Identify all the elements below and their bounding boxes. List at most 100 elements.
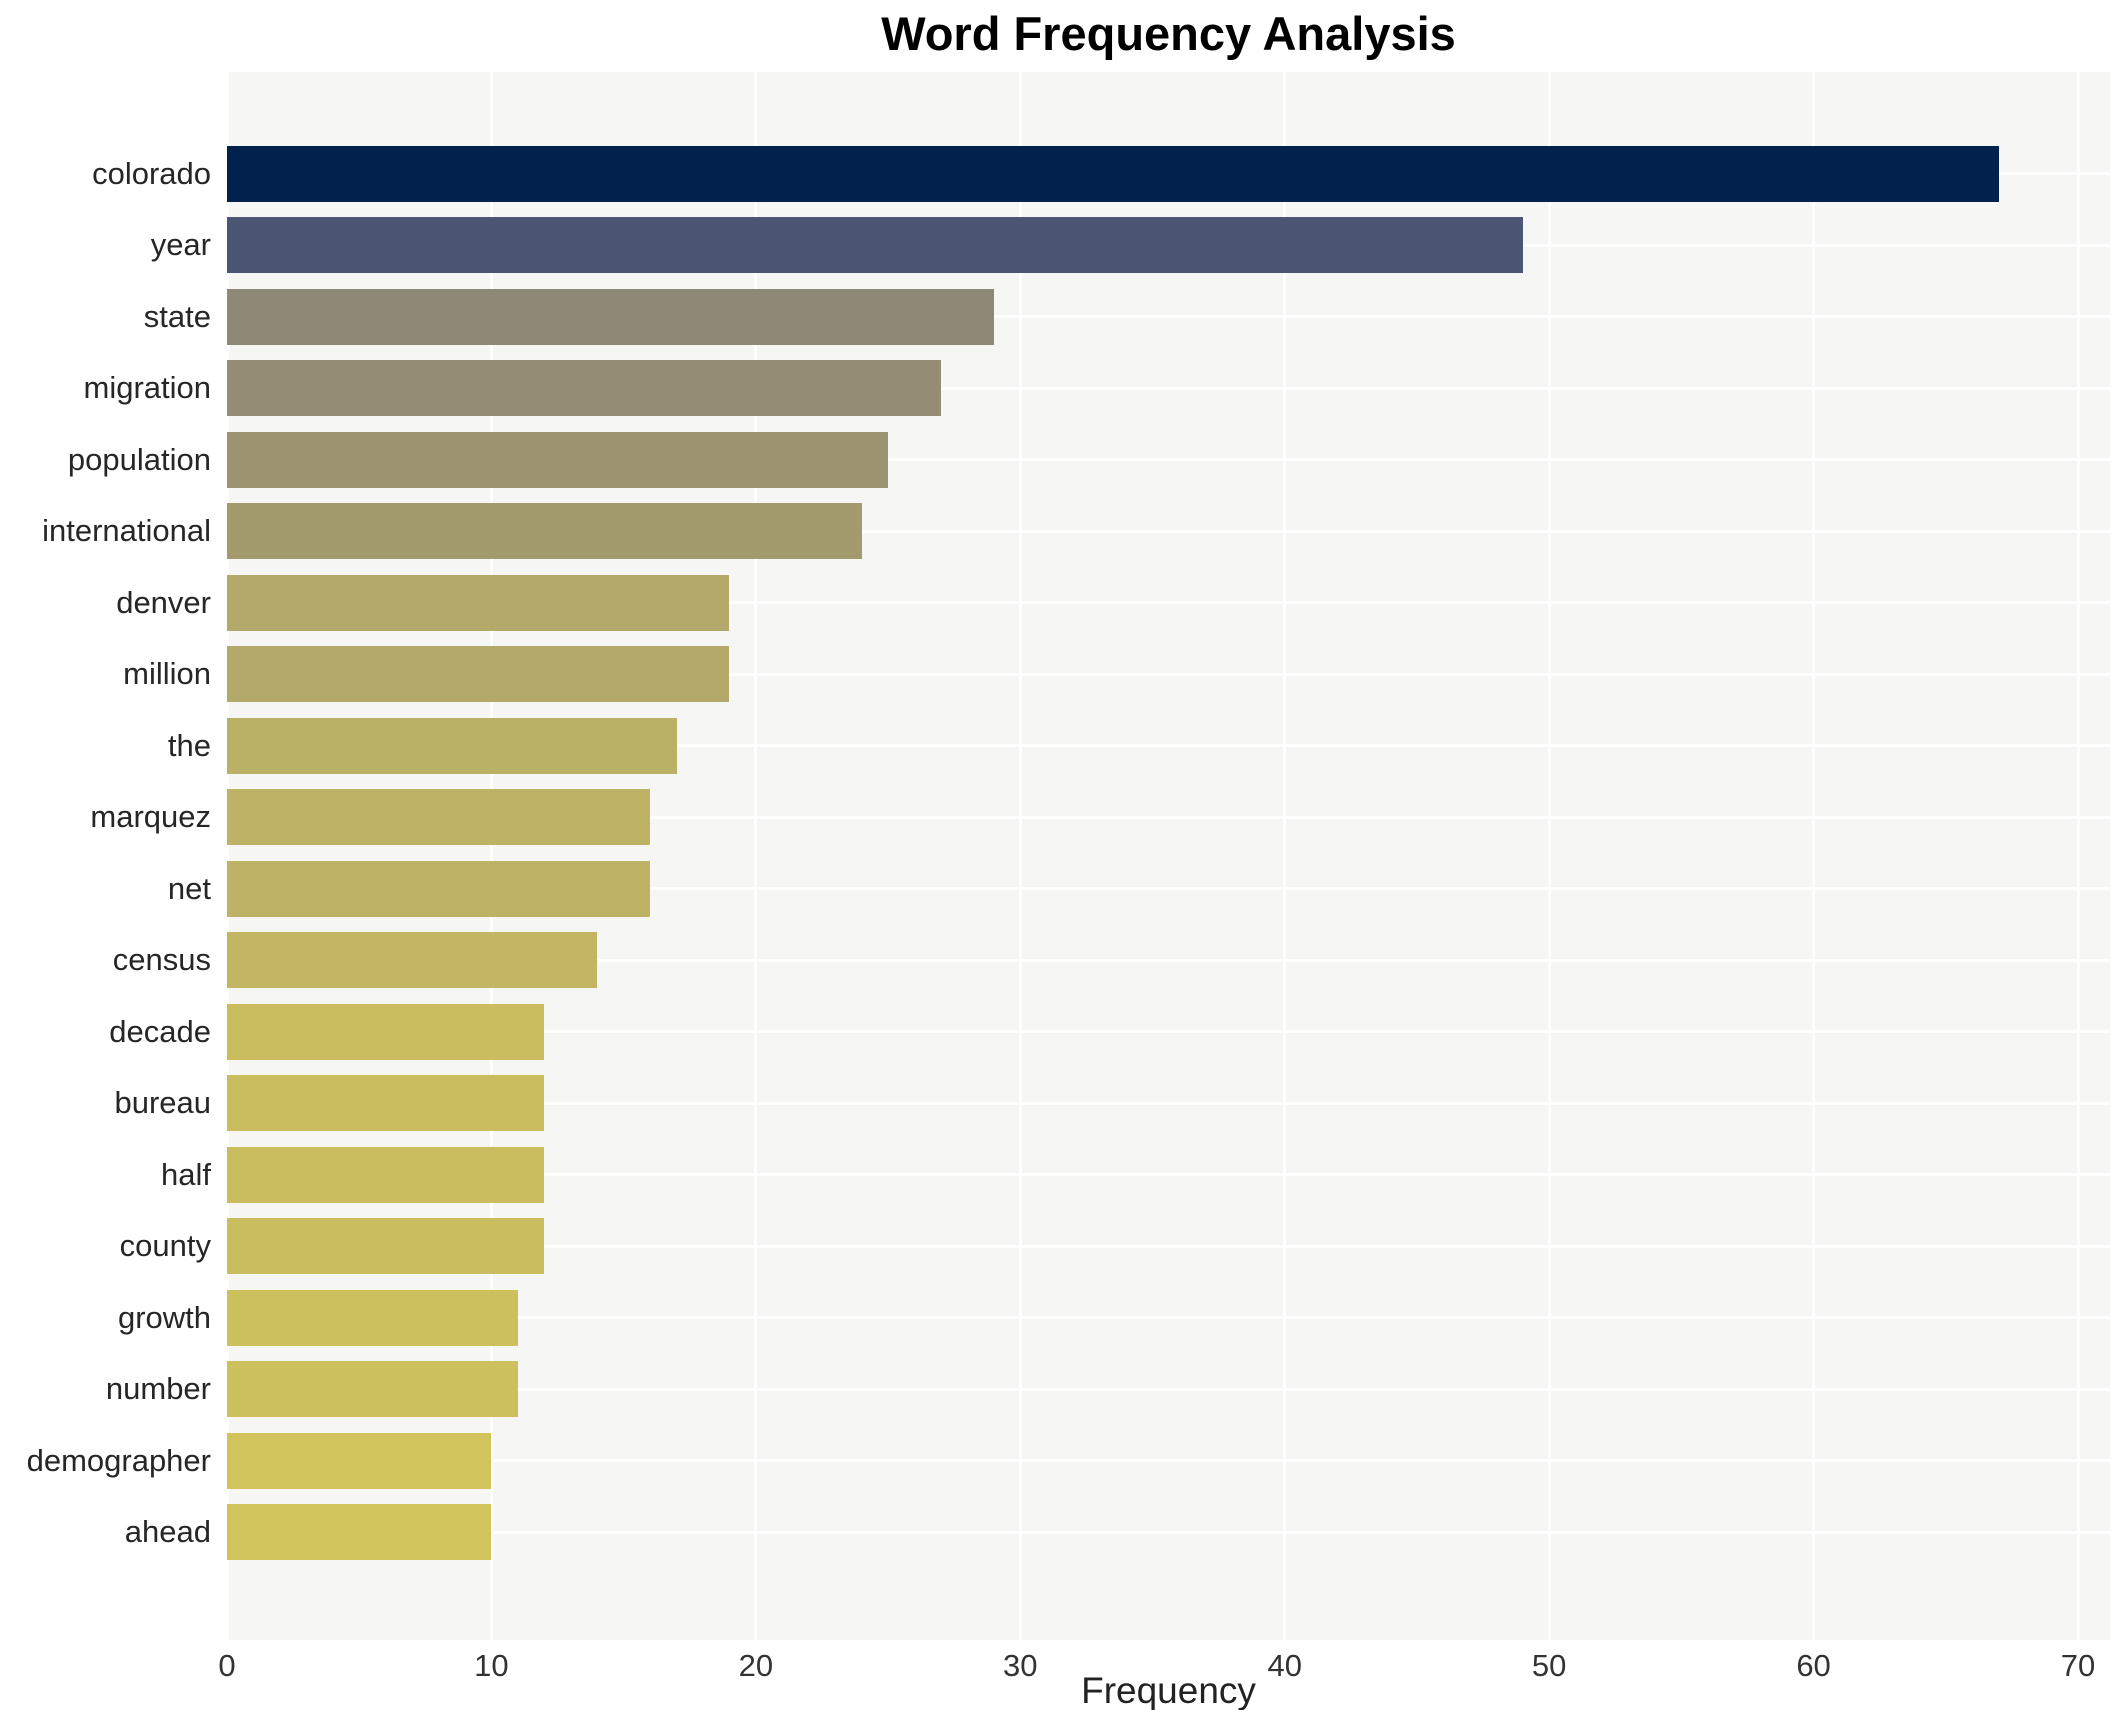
category-label: marquez [90, 799, 211, 835]
bar-row: million [0, 639, 2114, 711]
category-label: bureau [114, 1085, 211, 1121]
bar-row: ahead [0, 1497, 2114, 1569]
bar-track [227, 646, 2114, 703]
category-label: growth [117, 1299, 211, 1335]
bar-state [227, 288, 994, 345]
bar-track [227, 503, 2114, 560]
bar-row: net [0, 853, 2114, 925]
x-axis-tick-label: 30 [1003, 1648, 1038, 1683]
bar-row: marquez [0, 782, 2114, 854]
gridline-horizontal [227, 1530, 2110, 1534]
x-axis-tick-label: 40 [1267, 1648, 1302, 1683]
bar-ahead [227, 1504, 492, 1561]
category-label: decade [109, 1013, 211, 1049]
category-label: international [42, 513, 211, 549]
x-axis-title: Frequency [1081, 1670, 1256, 1710]
bar-number [227, 1361, 518, 1418]
bar-track [227, 1146, 2114, 1203]
category-label: migration [83, 370, 212, 406]
bar-row: decade [0, 996, 2114, 1068]
category-label: half [161, 1156, 211, 1192]
chart-title: Word Frequency Analysis [881, 7, 1456, 60]
bar-row: state [0, 281, 2114, 353]
bar-track [227, 1289, 2114, 1346]
gridline-horizontal [227, 958, 2110, 962]
bar-row: international [0, 496, 2114, 568]
bar-population [227, 431, 889, 488]
x-axis-tick-label: 10 [474, 1648, 509, 1683]
gridline-horizontal [227, 887, 2110, 891]
bar-denver [227, 574, 730, 631]
bar-rows: colorado year state migration population inte… [0, 138, 2114, 1568]
bar-track [227, 860, 2114, 917]
gridline-vertical [1283, 72, 1287, 1640]
bar-marquez [227, 789, 651, 846]
bar-track [227, 574, 2114, 631]
x-axis: 0 10 20 30 40 50 60 70 [0, 1648, 2114, 1688]
category-label: the [167, 727, 211, 763]
bar-row: demographer [0, 1425, 2114, 1497]
category-label: year [150, 227, 211, 263]
bar-row: the [0, 710, 2114, 782]
gridline-horizontal [227, 1244, 2110, 1248]
bar-row: population [0, 424, 2114, 496]
bar-row: growth [0, 1282, 2114, 1354]
bar-row: year [0, 210, 2114, 282]
gridline-horizontal [227, 315, 2110, 319]
x-axis-tick-label: 60 [1796, 1648, 1831, 1683]
gridline-vertical [1812, 72, 1816, 1640]
gridline-horizontal [227, 1173, 2110, 1177]
gridline-vertical [489, 72, 493, 1640]
x-axis-tick-label: 70 [2060, 1648, 2096, 1683]
bar-half [227, 1146, 545, 1203]
bar-track [227, 217, 2114, 274]
gridline-horizontal [227, 601, 2110, 605]
gridline-horizontal [227, 1316, 2110, 1320]
bar-row: denver [0, 567, 2114, 639]
category-label: net [167, 870, 211, 906]
gridline-horizontal [227, 1387, 2110, 1391]
gridline-horizontal [227, 458, 2110, 462]
bar-track [227, 145, 2114, 202]
gridline-horizontal [227, 1030, 2110, 1034]
bar-migration [227, 360, 941, 417]
bar-row: migration [0, 353, 2114, 425]
category-label: colorado [92, 155, 211, 191]
category-label: census [112, 942, 211, 978]
bar-track [227, 360, 2114, 417]
gridline-horizontal [227, 1101, 2110, 1105]
bar-track [227, 789, 2114, 846]
bar-track [227, 1432, 2114, 1489]
bar-the [227, 717, 677, 774]
gridline-horizontal [227, 1459, 2110, 1463]
gridline-vertical [754, 72, 758, 1640]
gridline-horizontal [227, 744, 2110, 748]
bar-bureau [227, 1075, 545, 1132]
gridline-vertical [1018, 72, 1022, 1640]
bar-demographer [227, 1432, 492, 1489]
gridline-vertical [1547, 72, 1551, 1640]
gridline-horizontal [227, 815, 2110, 819]
bar-county [227, 1218, 545, 1275]
bar-year [227, 217, 1523, 274]
bar-row: bureau [0, 1068, 2114, 1140]
bar-growth [227, 1289, 518, 1346]
category-label: number [105, 1371, 211, 1407]
x-axis-tick-label: 0 [218, 1648, 236, 1683]
bar-census [227, 932, 598, 989]
bar-million [227, 646, 730, 703]
gridline-vertical [225, 72, 229, 1640]
bar-track [227, 1504, 2114, 1561]
bar-track [227, 1361, 2114, 1418]
bar-track [227, 932, 2114, 989]
category-label: state [143, 298, 211, 334]
category-label: county [119, 1228, 211, 1264]
bar-track [227, 717, 2114, 774]
bar-row: county [0, 1211, 2114, 1283]
bar-international [227, 503, 862, 560]
x-axis-tick-label: 20 [738, 1648, 774, 1683]
bar-track [227, 431, 2114, 488]
bar-row: half [0, 1139, 2114, 1211]
gridline-vertical [2076, 72, 2080, 1640]
